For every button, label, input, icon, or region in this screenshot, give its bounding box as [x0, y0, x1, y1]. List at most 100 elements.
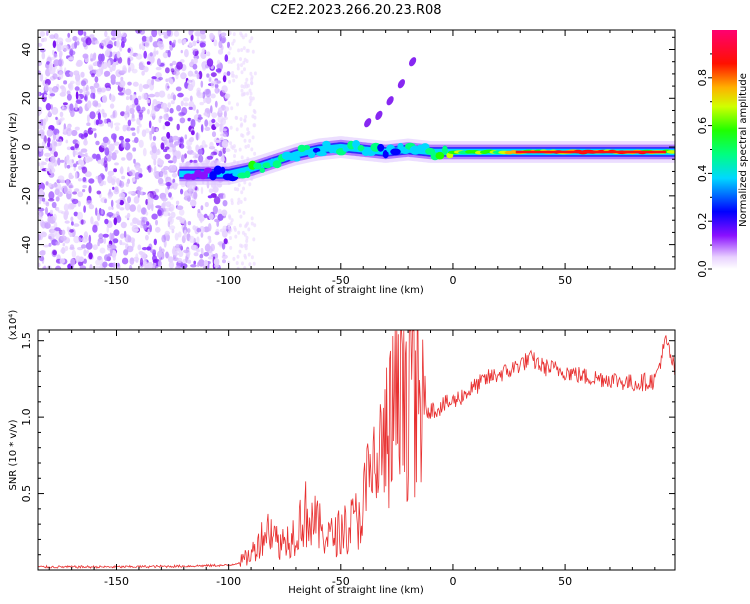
noise-dot: [100, 209, 104, 215]
noise-dot: [239, 57, 242, 62]
noise-dot: [193, 159, 198, 163]
noise-dot: [180, 59, 185, 63]
noise-dot: [43, 265, 47, 269]
noise-dot: [95, 207, 98, 216]
noise-dot: [132, 217, 138, 224]
noise-dot: [46, 30, 49, 36]
x-tick-label: -150: [104, 274, 129, 287]
noise-dot: [210, 72, 217, 77]
noise-dot: [173, 39, 177, 45]
noise-dot: [71, 159, 75, 164]
noise-dot: [211, 112, 218, 118]
noise-dot: [73, 211, 79, 217]
noise-dot: [213, 39, 218, 47]
noise-dot: [62, 242, 66, 247]
noise-dot: [84, 95, 87, 101]
noise-dot: [38, 207, 45, 212]
noise-dot: [157, 40, 164, 48]
noise-dot: [215, 121, 219, 128]
noise-dot: [236, 254, 240, 259]
noise-dot: [141, 216, 148, 223]
noise-dot: [85, 242, 93, 250]
noise-dot: [240, 88, 244, 93]
noise-dot: [107, 170, 115, 176]
noise-dot: [217, 213, 224, 221]
snr-frame: [37, 329, 676, 571]
noise-dot: [48, 66, 56, 75]
noise-dot: [196, 87, 201, 94]
noise-dot: [152, 135, 157, 141]
noise-dot: [183, 249, 190, 254]
noise-dot: [158, 90, 166, 98]
noise-dot: [196, 109, 199, 114]
y-tick-label: 0.5: [20, 485, 33, 503]
noise-dot: [227, 59, 231, 64]
noise-dot: [57, 175, 65, 181]
noise-dot: [200, 186, 204, 195]
noise-dot: [97, 119, 103, 125]
noise-dot: [87, 157, 93, 162]
noise-dot: [38, 42, 43, 47]
noise-dot: [177, 257, 183, 263]
noise-dot: [133, 196, 140, 204]
noise-dot: [167, 221, 171, 228]
noise-dot: [197, 209, 201, 213]
noise-dot: [134, 97, 139, 106]
noise-dot: [120, 221, 127, 229]
noise-dot: [143, 50, 147, 59]
noise-dot: [239, 123, 243, 128]
noise-dot: [207, 195, 213, 199]
noise-dot: [135, 253, 139, 261]
noise-dot: [190, 119, 196, 128]
noise-dot: [178, 209, 185, 216]
signal-blob: [316, 151, 327, 157]
x-tick-label: 0: [449, 575, 456, 588]
noise-dot: [56, 43, 62, 52]
noise-dot: [127, 191, 134, 195]
noise-dot: [112, 110, 116, 118]
noise-dot: [204, 144, 208, 148]
noise-dot: [80, 219, 84, 225]
noise-dot: [135, 165, 141, 171]
noise-dot: [178, 143, 182, 148]
noise-dot: [110, 30, 118, 37]
noise-dot: [253, 223, 257, 228]
noise-dot: [243, 91, 246, 96]
noise-dot: [109, 248, 113, 254]
noise-dot: [96, 190, 102, 195]
noise-dot: [203, 259, 209, 267]
noise-dot: [91, 40, 94, 45]
noise-dot: [206, 155, 213, 160]
noise-dot: [45, 207, 48, 215]
noise-dot: [88, 234, 92, 244]
noise-dot: [112, 238, 119, 244]
noise-dot: [118, 192, 126, 199]
noise-dot: [134, 137, 139, 144]
noise-dot: [65, 37, 72, 43]
noise-dot: [187, 83, 194, 91]
noise-dot: [58, 70, 64, 80]
noise-dot: [236, 102, 239, 107]
noise-dot: [45, 103, 52, 111]
noise-dot: [127, 57, 131, 66]
noise-dot: [38, 262, 41, 268]
noise-dot: [252, 261, 256, 266]
noise-dot: [98, 53, 103, 62]
noise-dot: [142, 147, 147, 157]
noise-dot: [213, 196, 221, 205]
noise-dot: [70, 216, 74, 222]
noise-dot: [175, 200, 180, 205]
chart-title: C2E2.2023.266.20.23.R08: [270, 3, 441, 18]
noise-dot: [71, 129, 78, 137]
noise-dot: [238, 249, 242, 254]
colorbar-tick-label: 0.4: [696, 165, 709, 183]
noise-dot: [248, 262, 252, 267]
y-tick-label: 1.0: [20, 408, 33, 426]
noise-dot: [214, 100, 218, 108]
noise-dot: [223, 106, 230, 112]
noise-dot: [102, 136, 109, 143]
noise-dot: [221, 128, 228, 132]
noise-dot: [152, 50, 157, 57]
spectrogram-panel: -150 -100 -50 0 50 -40 -20 0 20 40 Height of stra…: [8, 29, 676, 296]
noise-dot: [67, 32, 71, 38]
